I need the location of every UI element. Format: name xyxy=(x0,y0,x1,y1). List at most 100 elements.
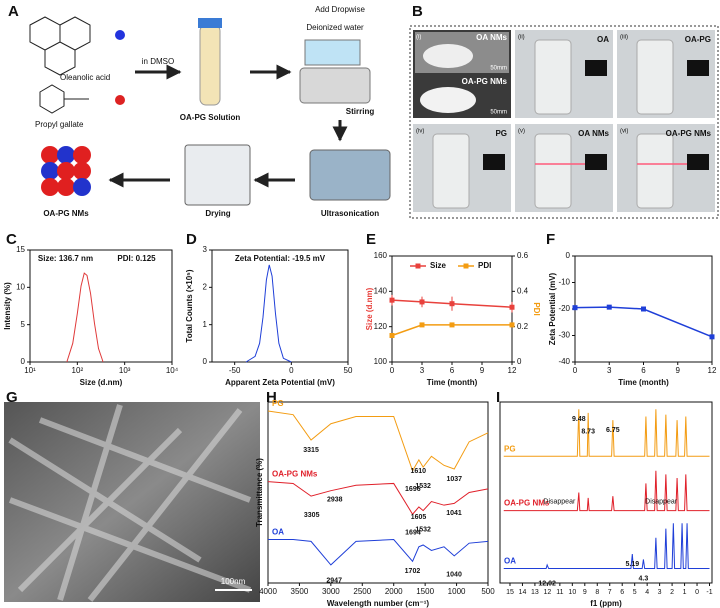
x-tick-label: 12 xyxy=(708,366,717,375)
series-line xyxy=(503,523,710,570)
atom xyxy=(115,95,125,105)
series-line xyxy=(245,264,292,363)
x-tick-label: 5 xyxy=(633,589,637,596)
x-tick-label: 11 xyxy=(556,589,563,596)
marker xyxy=(389,297,395,303)
panel-label: I xyxy=(496,389,500,406)
x-tick-label: 6 xyxy=(641,366,646,375)
marker xyxy=(572,305,578,311)
x-tick-label: 3 xyxy=(658,589,662,596)
photo-frame xyxy=(409,25,719,219)
atom xyxy=(115,30,125,40)
x-tick-label: 1500 xyxy=(416,587,434,596)
x-tick-label: 50 xyxy=(344,366,353,375)
peak-label: 1605 xyxy=(411,514,427,521)
series-label: OA-PG NMs xyxy=(272,470,318,479)
marker xyxy=(419,299,425,305)
plot-frame xyxy=(29,249,173,363)
x-tick-label: 13 xyxy=(531,589,539,596)
photo-label: OA NMs xyxy=(578,129,609,138)
x-tick-label: -1 xyxy=(706,589,712,596)
y-tick-label: 10 xyxy=(16,282,25,291)
y2-tick-label: 0.6 xyxy=(517,251,529,260)
y-tick-label: 100 xyxy=(374,357,388,366)
legend-marker xyxy=(415,263,421,269)
x-tick-label: 6 xyxy=(450,366,455,375)
series-line xyxy=(503,470,710,512)
laser xyxy=(585,154,607,170)
x-tick-label: 4 xyxy=(645,589,649,596)
note: Disappear xyxy=(543,498,576,505)
label: Add Dropwise xyxy=(315,5,365,14)
x-tick-label: 9 xyxy=(480,366,485,375)
y2-tick-label: 0.2 xyxy=(517,322,529,331)
x-tick-label: 0 xyxy=(390,366,395,375)
peak-label: 5.19 xyxy=(626,561,640,568)
peak-label: 4.3 xyxy=(639,575,649,582)
y-axis-label: Zeta Potential (mV) xyxy=(548,272,557,345)
vial xyxy=(432,133,470,209)
x-axis-label: Apparent Zeta Potential (mV) xyxy=(225,378,335,387)
x-tick-label: -50 xyxy=(229,366,241,375)
panel-label: E xyxy=(366,231,376,248)
y-tick-label: 3 xyxy=(203,245,208,254)
powder xyxy=(423,44,473,68)
peak-label: 3315 xyxy=(303,447,319,454)
label: Drying xyxy=(205,209,230,218)
x-tick-label: 1000 xyxy=(448,587,466,596)
x-tick-label: 3 xyxy=(607,366,612,375)
panel-label: B xyxy=(412,3,423,20)
y-tick-label: -30 xyxy=(558,331,570,340)
photo-index: (ii) xyxy=(518,35,525,41)
laser xyxy=(687,154,709,170)
x-tick-label: 10³ xyxy=(119,366,131,375)
photo-index: (iv) xyxy=(416,129,424,135)
photo-label: PG xyxy=(495,129,507,138)
marker xyxy=(641,306,646,312)
label: Ultrasonication xyxy=(321,209,379,218)
x-tick-label: 8 xyxy=(595,589,599,596)
tube xyxy=(199,24,221,106)
x-tick-label: 2500 xyxy=(353,587,371,596)
marker xyxy=(419,322,425,328)
peak-label: 1696 xyxy=(405,486,421,493)
y-tick-label: 2 xyxy=(203,282,208,291)
marker xyxy=(389,333,395,338)
x-tick-label: 10⁴ xyxy=(166,366,179,375)
note: Disappear xyxy=(645,498,678,505)
x-tick-label: 2000 xyxy=(385,587,403,596)
photo-label: OA-PG NMs xyxy=(666,129,712,138)
x-tick-label: 3500 xyxy=(291,587,309,596)
x-axis-label: Size (d.nm) xyxy=(80,378,123,387)
peak-label: 1694 xyxy=(405,530,421,537)
laser xyxy=(687,60,709,76)
sonicator xyxy=(309,149,391,201)
photo-label: OA-PG NMs xyxy=(462,77,508,86)
label: Stirring xyxy=(346,107,375,116)
x-tick-label: 10¹ xyxy=(24,366,36,375)
panel-label: H xyxy=(266,389,277,406)
freeze-dryer xyxy=(184,144,251,206)
scale-label: 50mm xyxy=(490,110,507,116)
series-line xyxy=(391,299,513,308)
peak-label: 6.75 xyxy=(606,427,620,434)
x-axis-label: Time (month) xyxy=(427,378,478,387)
y-tick-label: -40 xyxy=(558,357,570,366)
marker xyxy=(449,322,455,328)
peak-label: 1037 xyxy=(446,476,462,483)
vial xyxy=(534,133,572,209)
x-tick-label: 1 xyxy=(683,589,687,596)
photo-index: (i) xyxy=(416,35,421,41)
structure xyxy=(39,84,89,114)
y2-tick-label: 0 xyxy=(517,357,522,366)
peak-label: 12.02 xyxy=(538,581,556,588)
marker xyxy=(606,304,612,310)
plot-frame xyxy=(499,401,713,584)
y-tick-label: 0 xyxy=(21,357,26,366)
x-tick-label: 7 xyxy=(608,589,612,596)
y-axis-label: Intensity (%) xyxy=(3,282,12,330)
peak-label: 1532 xyxy=(415,483,431,490)
y-tick-label: 140 xyxy=(374,286,388,295)
x-axis-label: f1 (ppm) xyxy=(590,599,622,608)
